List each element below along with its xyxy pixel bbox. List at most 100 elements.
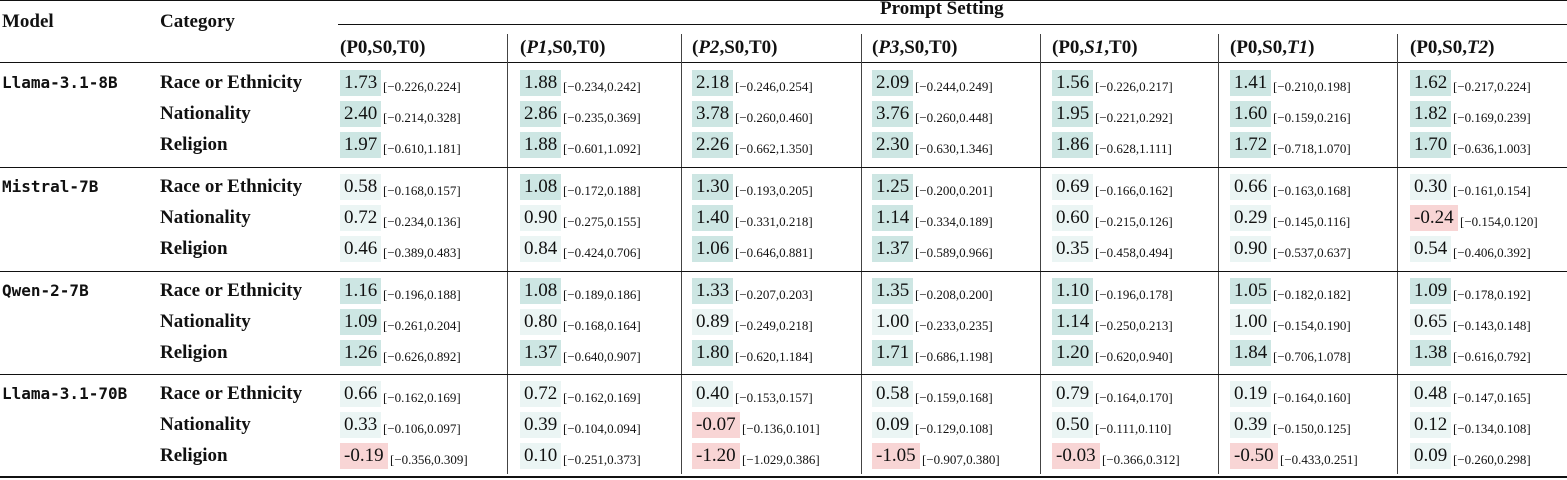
- score-value: 0.66: [1230, 174, 1272, 200]
- score-value: 1.88: [520, 70, 562, 96]
- confidence-interval: [−0.610,1.181]: [383, 141, 461, 156]
- confidence-interval: [−0.164,0.170]: [1095, 390, 1173, 405]
- score-value: 1.16: [340, 278, 382, 304]
- confidence-interval: [−0.389,0.483]: [383, 245, 461, 260]
- score-value: 0.46: [340, 236, 382, 262]
- confidence-interval: [−0.249,0.218]: [735, 318, 813, 333]
- column-separator: [1040, 34, 1041, 474]
- confidence-interval: [−0.246,0.254]: [735, 79, 813, 94]
- confidence-interval: [−0.208,0.200]: [915, 287, 993, 302]
- score-value: -1.20: [692, 443, 740, 469]
- confidence-interval: [−0.163,0.168]: [1273, 183, 1351, 198]
- score-value: 1.08: [520, 278, 562, 304]
- confidence-interval: [−0.646,0.881]: [735, 245, 813, 260]
- confidence-interval: [−0.356,0.309]: [390, 452, 468, 467]
- score-value: 1.20: [1052, 340, 1094, 366]
- confidence-interval: [−0.589,0.966]: [915, 245, 993, 260]
- score-value: -1.05: [872, 443, 920, 469]
- column-separator: [507, 34, 508, 474]
- score-value: 1.33: [692, 278, 734, 304]
- setting-prefix: (: [692, 37, 699, 58]
- score-value: 2.86: [520, 101, 562, 127]
- score-value: 1.82: [1410, 101, 1452, 127]
- prompt-setting-header: (P1,S0,T0): [520, 37, 606, 59]
- score-value: 3.78: [692, 101, 734, 127]
- model-name: Llama-3.1-70B: [2, 384, 128, 403]
- confidence-interval: [−0.210,0.198]: [1273, 79, 1351, 94]
- confidence-interval: [−0.153,0.157]: [735, 390, 813, 405]
- confidence-interval: [−0.628,1.111]: [1095, 141, 1172, 156]
- score-value: 0.72: [520, 381, 562, 407]
- confidence-interval: [−0.636,1.003]: [1453, 141, 1531, 156]
- confidence-interval: [−0.134,0.108]: [1453, 421, 1531, 436]
- confidence-interval: [−0.150,0.125]: [1273, 421, 1351, 436]
- prompt-setting-header: (P0,S0,T1): [1230, 37, 1314, 59]
- score-value: 0.89: [692, 309, 734, 335]
- score-value: 0.65: [1410, 309, 1452, 335]
- confidence-interval: [−0.104,0.094]: [563, 421, 641, 436]
- column-separator: [1397, 34, 1398, 474]
- model-name: Llama-3.1-8B: [2, 73, 118, 92]
- prompt-setting-header: (P2,S0,T0): [692, 37, 778, 59]
- score-value: 1.10: [1052, 278, 1094, 304]
- confidence-interval: [−0.626,0.892]: [383, 349, 461, 364]
- confidence-interval: [−0.145,0.116]: [1273, 214, 1351, 229]
- confidence-interval: [−0.217,0.224]: [1453, 79, 1531, 94]
- confidence-interval: [−0.260,0.448]: [915, 110, 993, 125]
- confidence-interval: [−0.129,0.108]: [915, 421, 993, 436]
- setting-suffix: ,T0): [1104, 37, 1138, 58]
- confidence-interval: [−0.662,1.350]: [735, 141, 813, 156]
- confidence-interval: [−0.196,0.178]: [1095, 287, 1173, 302]
- setting-varied: P1: [526, 37, 548, 58]
- category-label: Religion: [160, 134, 228, 155]
- confidence-interval: [−0.686,1.198]: [915, 349, 993, 364]
- score-value: 2.30: [872, 132, 914, 158]
- confidence-interval: [−0.261,0.204]: [383, 318, 461, 333]
- group-rule: [0, 167, 1567, 168]
- confidence-interval: [−0.214,0.328]: [383, 110, 461, 125]
- score-value: 0.69: [1052, 174, 1094, 200]
- category-label: Religion: [160, 238, 228, 259]
- score-value: 0.54: [1410, 236, 1452, 262]
- category-label: Nationality: [160, 103, 251, 124]
- score-value: 1.72: [1230, 132, 1272, 158]
- score-value: 1.09: [1410, 278, 1452, 304]
- category-label: Nationality: [160, 311, 251, 332]
- setting-prefix: (P0,: [1052, 37, 1085, 58]
- prompt-setting-header: (P0,S0,T2): [1410, 37, 1494, 59]
- setting-suffix: ): [1308, 37, 1315, 58]
- confidence-interval: [−0.260,0.298]: [1453, 452, 1531, 467]
- confidence-interval: [−0.433,0.251]: [1280, 452, 1358, 467]
- group-header-rule: [338, 24, 1567, 25]
- score-value: 0.09: [1410, 443, 1452, 469]
- prompt-setting-header: (P0,S1,T0): [1052, 37, 1138, 59]
- confidence-interval: [−0.620,1.184]: [735, 349, 813, 364]
- score-value: 1.35: [872, 278, 914, 304]
- prompt-setting-header: (P0,S0,T0): [340, 37, 426, 59]
- score-value: 1.95: [1052, 101, 1094, 127]
- confidence-interval: [−0.172,0.188]: [563, 183, 641, 198]
- setting-varied: S1: [1084, 37, 1105, 58]
- score-value: 1.88: [520, 132, 562, 158]
- top-rule: [0, 0, 1567, 1]
- score-value: -0.19: [340, 443, 388, 469]
- category-label: Race or Ethnicity: [160, 280, 303, 301]
- score-value: 0.48: [1410, 381, 1452, 407]
- confidence-interval: [−0.424,0.706]: [563, 245, 641, 260]
- confidence-interval: [−0.164,0.160]: [1273, 390, 1351, 405]
- score-value: 1.80: [692, 340, 734, 366]
- confidence-interval: [−0.251,0.373]: [563, 452, 641, 467]
- category-label: Religion: [160, 342, 228, 363]
- category-label: Race or Ethnicity: [160, 176, 303, 197]
- score-value: 1.70: [1410, 132, 1452, 158]
- score-value: 1.08: [520, 174, 562, 200]
- confidence-interval: [−0.162,0.169]: [383, 390, 461, 405]
- confidence-interval: [−0.161,0.154]: [1453, 183, 1531, 198]
- confidence-interval: [−1.029,0.386]: [742, 452, 820, 467]
- confidence-interval: [−0.616,0.792]: [1453, 349, 1531, 364]
- confidence-interval: [−0.215,0.126]: [1095, 214, 1173, 229]
- score-value: 0.79: [1052, 381, 1094, 407]
- confidence-interval: [−0.154,0.190]: [1273, 318, 1351, 333]
- score-value: -0.07: [692, 412, 740, 438]
